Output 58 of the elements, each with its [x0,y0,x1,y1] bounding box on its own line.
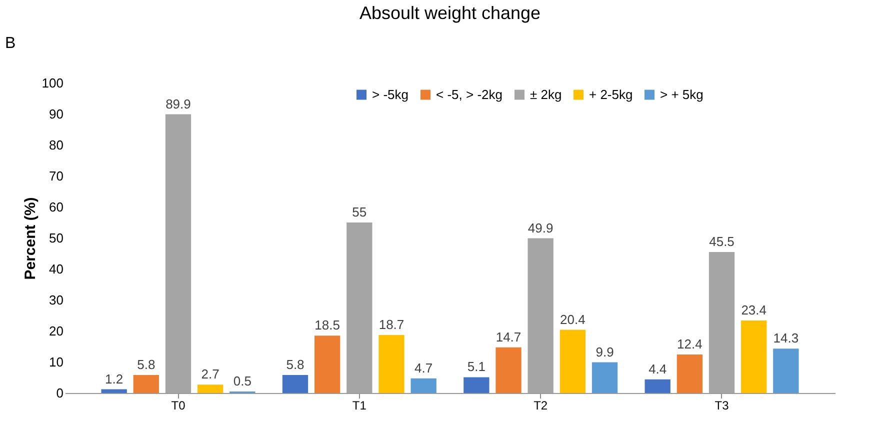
y-tick-label: 60 [49,200,64,214]
data-label: 1.2 [105,371,124,386]
y-tick-label: 0 [56,386,64,400]
legend-label: > + 5kg [660,86,704,102]
bar [773,348,799,393]
data-label: 23.4 [741,302,767,318]
data-label: 45.5 [709,234,734,249]
bar [410,378,436,393]
y-tick-label: 100 [42,76,64,90]
data-label: 2.7 [201,366,220,382]
bar [133,375,159,393]
bar [197,384,224,393]
legend-label: < -5, > -2kg [436,86,502,102]
data-label: 14.3 [773,330,799,346]
data-label: 49.9 [528,220,554,236]
x-tick-label: T0 [171,398,186,412]
data-label: 5.8 [286,357,304,372]
data-label: 18.7 [378,317,404,332]
y-tick-label: 90 [49,106,64,122]
y-tick-label: 10 [49,354,64,370]
bar [676,354,703,393]
y-tick-label: 80 [49,138,64,152]
bar [378,335,404,393]
x-tick-label: T1 [352,398,367,412]
data-label: 14.7 [496,329,522,344]
bar [741,320,767,393]
bar [496,347,522,393]
x-tick-label: T2 [534,398,548,412]
data-label: 20.4 [560,312,586,327]
y-tick-label: 20 [49,324,64,338]
data-label: 55 [352,204,367,220]
y-axis-title: Percent (%) [22,197,39,280]
y-tick-label: 40 [49,262,64,276]
y-tick-label: 70 [49,168,64,184]
data-label: 12.4 [677,336,702,352]
data-label: 18.5 [314,318,340,333]
legend-label: ± 2kg [530,86,562,102]
legend-label: > -5kg [372,86,408,102]
bar [282,375,308,393]
bar [592,362,618,393]
bar [644,379,670,393]
y-tick-label: 30 [49,292,64,308]
bar [464,377,490,393]
chart-title: Absoult weight change [359,3,541,23]
data-label: 4.4 [648,361,667,376]
bar [560,330,586,393]
bar [314,336,340,393]
data-label: 89.9 [166,96,191,112]
data-label: 9.9 [596,344,614,360]
y-tick-label: 50 [49,230,64,246]
data-label: 5.1 [467,359,486,374]
bar [101,389,127,393]
data-label: 4.7 [414,360,433,376]
data-label: 5.8 [137,357,156,372]
x-tick-label: T3 [714,398,730,412]
legend-label: + 2-5kg [589,86,633,102]
text: B [5,35,16,52]
data-label: 0.5 [233,373,252,388]
